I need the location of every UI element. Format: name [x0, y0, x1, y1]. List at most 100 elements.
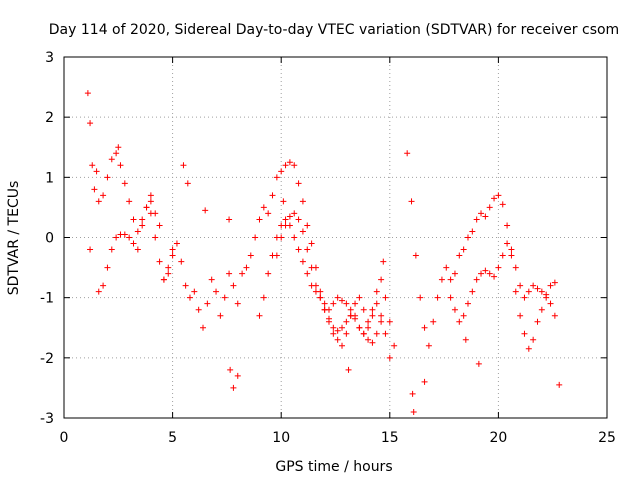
data-point [165, 264, 172, 271]
data-point [108, 246, 115, 253]
x-axis-label: GPS time / hours [275, 459, 392, 475]
x-tick-label: 25 [598, 430, 616, 446]
data-point [451, 270, 458, 277]
data-point [291, 210, 298, 217]
data-point [334, 294, 341, 301]
data-point [208, 276, 215, 283]
data-point [486, 204, 493, 211]
data-point [108, 156, 115, 163]
data-point [408, 198, 415, 205]
series-scattered [87, 144, 563, 415]
data-point [360, 330, 367, 337]
data-point [391, 342, 398, 349]
data-point [347, 312, 354, 319]
data-point [160, 276, 167, 283]
data-point [447, 276, 454, 283]
data-point [117, 162, 124, 169]
data-point [173, 240, 180, 247]
data-point [230, 384, 237, 391]
data-point [104, 264, 111, 271]
data-point [475, 360, 482, 367]
series-track-d [273, 210, 385, 346]
data-point [373, 330, 380, 337]
data-point [139, 216, 146, 223]
data-point [369, 339, 376, 346]
data-point [304, 246, 311, 253]
data-point [282, 222, 289, 229]
data-point [512, 288, 519, 295]
data-point [139, 222, 146, 229]
data-point [147, 192, 154, 199]
data-point [278, 168, 285, 175]
data-point [504, 240, 511, 247]
data-point [286, 159, 293, 166]
y-tick-label: -3 [40, 411, 54, 427]
data-point [547, 282, 554, 289]
data-point [345, 366, 352, 373]
data-point [130, 216, 137, 223]
data-point [202, 207, 209, 214]
data-point [438, 276, 445, 283]
data-point [365, 324, 372, 331]
data-point [547, 300, 554, 307]
data-point [430, 318, 437, 325]
data-point [265, 210, 272, 217]
data-point [200, 324, 207, 331]
data-point [291, 162, 298, 169]
data-point [312, 288, 319, 295]
data-point [113, 234, 120, 241]
data-point [460, 246, 467, 253]
data-point [352, 300, 359, 307]
data-point [551, 312, 558, 319]
data-point [339, 324, 346, 331]
data-point [469, 288, 476, 295]
data-point [521, 330, 528, 337]
data-point [508, 246, 515, 253]
data-point [321, 306, 328, 313]
data-point [104, 174, 111, 181]
data-point [221, 294, 228, 301]
data-point [178, 258, 185, 265]
data-point [478, 210, 485, 217]
data-point [169, 246, 176, 253]
data-point [180, 162, 187, 169]
data-point [321, 300, 328, 307]
data-point [325, 315, 332, 322]
data-point [380, 258, 387, 265]
data-point [308, 264, 315, 271]
data-point [299, 198, 306, 205]
data-point [365, 318, 372, 325]
data-point [412, 252, 419, 259]
data-point [491, 195, 498, 202]
data-point [421, 324, 428, 331]
data-point [530, 336, 537, 343]
data-point [256, 312, 263, 319]
data-point [473, 276, 480, 283]
data-point [184, 180, 191, 187]
data-point [495, 264, 502, 271]
data-point [339, 342, 346, 349]
data-point [517, 312, 524, 319]
data-point [382, 294, 389, 301]
data-point [556, 381, 563, 388]
data-point [269, 192, 276, 199]
data-point [130, 240, 137, 247]
data-point [186, 294, 193, 301]
data-point [478, 270, 485, 277]
data-point [469, 228, 476, 235]
data-point [330, 300, 337, 307]
data-point [121, 180, 128, 187]
data-point [252, 234, 259, 241]
data-point [421, 378, 428, 385]
data-point [410, 408, 417, 415]
data-point [504, 222, 511, 229]
data-point [87, 120, 94, 127]
data-point [512, 264, 519, 271]
data-point [525, 288, 532, 295]
data-point [282, 162, 289, 169]
data-point [491, 273, 498, 280]
data-point [482, 213, 489, 220]
data-point [280, 198, 287, 205]
data-point [204, 300, 211, 307]
